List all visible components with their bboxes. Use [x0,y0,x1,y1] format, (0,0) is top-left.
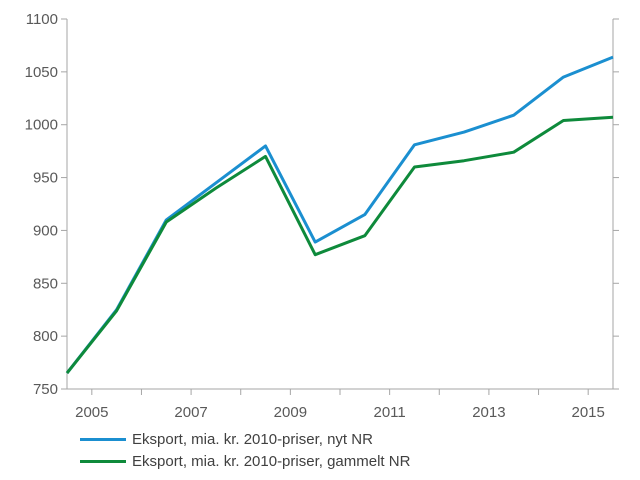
legend-item-nyt-nr: Eksport, mia. kr. 2010-priser, nyt NR [80,428,410,450]
y-tick-label: 850 [33,275,58,292]
series-line-nyt-nr [65,55,614,375]
legend-item-gammelt-nr: Eksport, mia. kr. 2010-priser, gammelt N… [80,450,410,472]
legend: Eksport, mia. kr. 2010-priser, nyt NR Ek… [80,428,410,472]
x-tick-label: 2005 [75,404,108,421]
legend-swatch-nyt-nr [80,437,126,441]
y-tick-label: 1000 [25,117,58,134]
legend-label-gammelt-nr: Eksport, mia. kr. 2010-priser, gammelt N… [132,452,411,470]
x-tick-label: 2013 [472,404,505,421]
y-tick-label: 800 [33,328,58,345]
y-tick-label: 950 [33,170,58,187]
x-tick-label: 2007 [174,404,207,421]
legend-label-nyt-nr: Eksport, mia. kr. 2010-priser, nyt NR [132,430,373,448]
x-tick-label: 2009 [274,404,307,421]
series-line-gammelt-nr [65,115,614,375]
legend-swatch-gammelt-nr [80,459,126,463]
y-tick-label: 900 [33,222,58,239]
y-tick-label: 1100 [26,11,58,28]
y-tick-label: 750 [33,381,58,398]
y-tick-label: 1050 [25,64,58,81]
x-tick-label: 2011 [374,404,406,421]
x-tick-label: 2015 [571,404,604,421]
